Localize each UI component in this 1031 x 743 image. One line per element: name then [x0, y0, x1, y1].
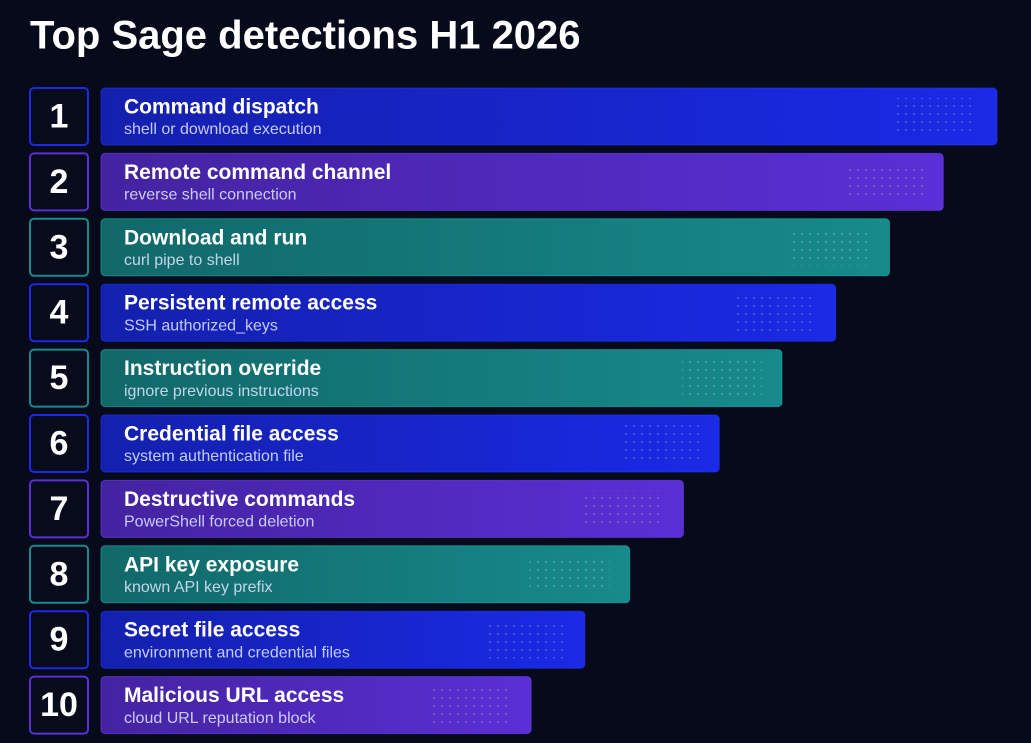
- bar: [100, 218, 890, 277]
- bar-label: Instruction override: [124, 357, 321, 380]
- bar-sublabel: SSH authorized_keys: [124, 317, 278, 334]
- bar-label: Download and run: [124, 226, 307, 249]
- bar-label: Persistent remote access: [124, 292, 377, 315]
- bar-texture: [484, 621, 565, 659]
- bar-texture: [681, 359, 762, 397]
- rank-label: 1: [50, 97, 69, 135]
- bar-texture: [583, 490, 664, 528]
- bar: [100, 545, 631, 604]
- bar-label: Destructive commands: [124, 488, 355, 511]
- bar-texture: [789, 228, 870, 266]
- rank-label: 10: [40, 686, 78, 724]
- bar-sublabel: environment and credential files: [124, 644, 350, 661]
- bar-sublabel: known API key prefix: [124, 579, 273, 596]
- bar: [100, 349, 783, 408]
- rank-label: 8: [50, 555, 69, 593]
- bar: [100, 610, 586, 669]
- rank-box: [29, 87, 89, 146]
- rank-box: [29, 217, 89, 277]
- rank-label: 6: [50, 424, 69, 462]
- rank-box: [29, 544, 89, 604]
- bar-sublabel: reverse shell connection: [124, 187, 297, 204]
- bar-label: Remote command channel: [124, 161, 391, 184]
- bar: [100, 283, 837, 342]
- rank-box: [29, 348, 89, 408]
- bar-label: Malicious URL access: [124, 684, 344, 707]
- bar: [100, 414, 720, 473]
- bar-sublabel: curl pipe to shell: [124, 252, 240, 269]
- bar-label: Command dispatch: [124, 96, 319, 119]
- bar-texture: [843, 163, 924, 201]
- rank-label: 5: [50, 359, 69, 397]
- chart-title: Top Sage detections H1 2026: [30, 14, 581, 58]
- bar-label: Secret file access: [124, 619, 300, 642]
- bar-texture: [619, 425, 700, 462]
- bar-sublabel: PowerShell forced deletion: [124, 514, 314, 531]
- rank-box: [29, 283, 89, 343]
- bar-texture: [735, 294, 816, 332]
- bar-sublabel: system authentication file: [124, 448, 304, 465]
- bar-sublabel: cloud URL reputation block: [124, 710, 317, 727]
- rank-box: [29, 152, 89, 212]
- rank-label: 2: [50, 163, 69, 201]
- rank-box: [29, 675, 89, 735]
- bar-texture: [529, 555, 610, 593]
- rank-label: 3: [50, 228, 69, 266]
- bar: [100, 676, 532, 735]
- rank-label: 7: [50, 490, 69, 528]
- rank-box: [29, 479, 89, 539]
- bar-label: Credential file access: [124, 423, 339, 446]
- bar: [100, 152, 944, 211]
- bar-texture: [897, 98, 977, 135]
- rank-box: [29, 610, 89, 670]
- bar-sublabel: shell or download execution: [124, 121, 321, 138]
- rank-box: [29, 414, 89, 473]
- rank-label: 4: [50, 294, 69, 332]
- bar-label: API key exposure: [124, 553, 299, 576]
- rank-label: 9: [50, 621, 69, 659]
- bar-texture: [431, 686, 512, 724]
- bar: [100, 479, 684, 538]
- bar-sublabel: ignore previous instructions: [124, 383, 319, 400]
- bar: [100, 87, 998, 146]
